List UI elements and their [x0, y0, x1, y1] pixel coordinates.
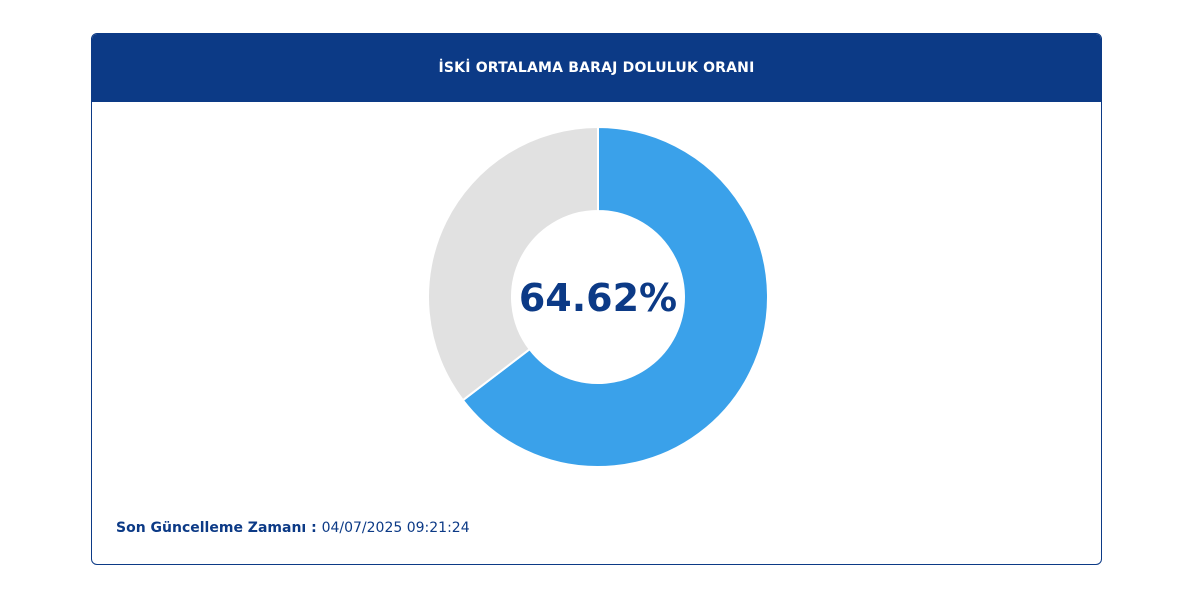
last-update-timestamp: 04/07/2025 09:21:24 [321, 520, 470, 536]
last-update: Son Güncelleme Zamanı : 04/07/2025 09:21… [116, 520, 470, 536]
donut-slice-empty [427, 125, 599, 402]
donut-slices [427, 125, 769, 468]
card-title: İSKİ ORTALAMA BARAJ DOLULUK ORANI [438, 60, 755, 76]
donut-center-label: 64.62% [519, 276, 677, 320]
dam-occupancy-card: İSKİ ORTALAMA BARAJ DOLULUK ORANI 64.62%… [91, 33, 1102, 565]
last-update-separator: : [306, 520, 322, 536]
card-header: İSKİ ORTALAMA BARAJ DOLULUK ORANI [92, 34, 1101, 102]
donut-chart: 64.62% [427, 125, 769, 468]
last-update-label: Son Güncelleme Zamanı [116, 520, 307, 536]
donut-slice-filled [461, 125, 769, 468]
